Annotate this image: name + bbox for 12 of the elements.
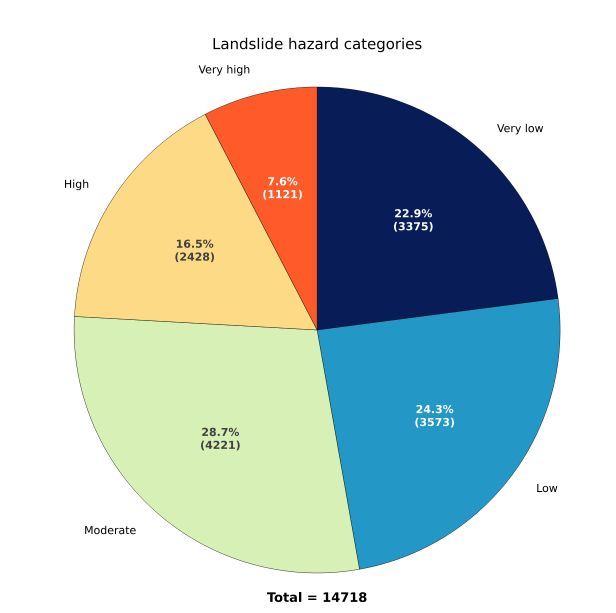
data-label: 28.7% (4221) (201, 428, 240, 450)
slice-label: Very high (198, 64, 250, 76)
slice-label: Low (537, 484, 558, 492)
data-label: 16.5% (2428) (175, 240, 214, 262)
chart-title: Landslide hazard categories (214, 38, 422, 52)
data-label: 7.6% (1121) (263, 177, 302, 200)
slice-label: Very low (497, 124, 544, 134)
slice-label: Moderate (85, 526, 136, 534)
text: Total = 14718 (267, 592, 366, 602)
data-label: 24.3% (3573) (415, 404, 454, 428)
data-label: 22.9% (3375) (394, 209, 433, 232)
slice-label: High (65, 180, 88, 190)
